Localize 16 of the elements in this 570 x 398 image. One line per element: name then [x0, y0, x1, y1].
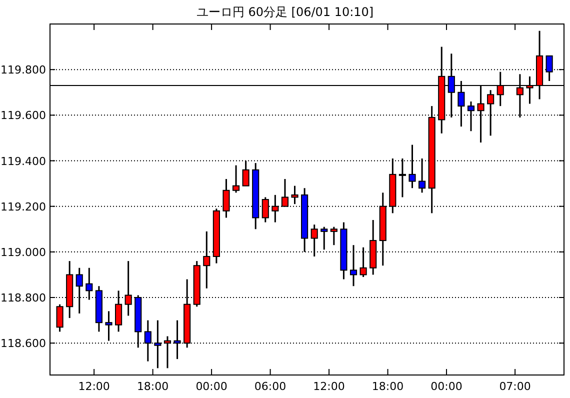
x-tick-label: 06:00 — [254, 380, 286, 393]
y-tick-label: 119.000 — [0, 246, 46, 259]
y-tick-label: 118.800 — [0, 292, 46, 305]
x-tick-label: 12:00 — [313, 380, 345, 393]
y-tick-label: 119.400 — [0, 154, 46, 168]
y-tick-label: 119.600 — [0, 109, 46, 122]
x-tick-label: 07:00 — [499, 380, 531, 393]
x-tick-label: 12:00 — [78, 380, 110, 393]
y-tick-label: 119.200 — [0, 200, 46, 214]
x-tick-label: 18:00 — [372, 380, 404, 393]
chart-title: ユーロ円 60分足 [06/01 10:10] — [196, 5, 374, 19]
y-tick-label: 119.800 — [0, 64, 46, 77]
x-tick-label: 00:00 — [196, 380, 228, 393]
y-tick-label: 118.600 — [0, 337, 46, 350]
x-tick-label: 18:00 — [136, 380, 169, 393]
x-tick-label: 00:00 — [430, 380, 462, 393]
